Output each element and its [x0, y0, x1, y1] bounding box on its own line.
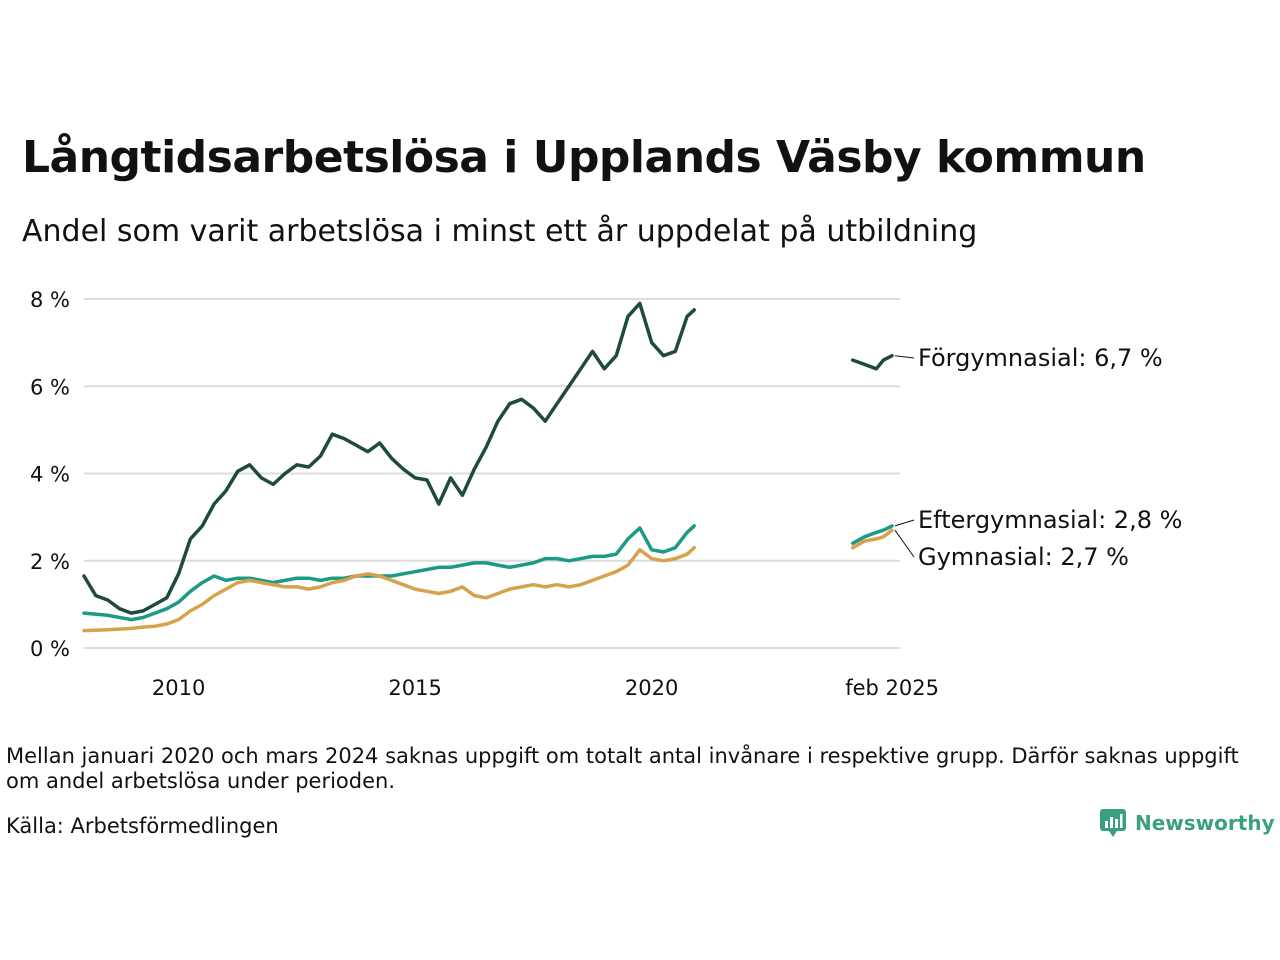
series-end-label: Förgymnasial: 6,7 % — [918, 344, 1163, 372]
brand-name: Newsworthy — [1135, 811, 1275, 835]
y-tick-label: 6 % — [30, 375, 70, 399]
chart-source: Källa: Arbetsförmedlingen — [6, 814, 279, 838]
y-tick-label: 0 % — [30, 637, 70, 661]
series-line-gymnasial — [82, 545, 696, 633]
series-end-label: Gymnasial: 2,7 % — [918, 543, 1129, 571]
y-axis-labels: 0 % 2 % 4 % 6 % 8 % — [30, 288, 70, 661]
grid-lines — [84, 298, 900, 649]
label-leader-line — [894, 355, 915, 359]
series-lines — [82, 301, 894, 633]
x-tick-label: 2010 — [152, 676, 205, 700]
label-leader-line — [894, 529, 915, 558]
label-leader-line — [894, 519, 915, 527]
line-chart: 0 % 2 % 4 % 6 % 8 % 2010 2015 2020 feb 2025 För… — [30, 288, 1182, 700]
y-tick-label: 2 % — [30, 550, 70, 574]
chart-footnote: Mellan januari 2020 och mars 2024 saknas… — [6, 744, 1239, 793]
chart-title: Långtidsarbetslösa i Upplands Väsby komm… — [22, 132, 1146, 183]
series-line-eftergymnasial — [850, 524, 894, 546]
chart-subtitle: Andel som varit arbetslösa i minst ett å… — [22, 214, 978, 249]
x-tick-label: feb 2025 — [845, 676, 939, 700]
newsworthy-logo: Newsworthy — [1099, 808, 1275, 838]
newsworthy-logo-icon — [1100, 809, 1126, 837]
x-tick-label: 2015 — [388, 676, 441, 700]
series-end-labels: Förgymnasial: 6,7 % Eftergymnasial: 2,8 %… — [894, 344, 1182, 571]
x-tick-label: 2020 — [625, 676, 678, 700]
series-line-förgymnasial — [850, 353, 894, 371]
series-end-label: Eftergymnasial: 2,8 % — [918, 506, 1182, 534]
y-tick-label: 4 % — [30, 463, 70, 487]
series-line-gymnasial — [850, 528, 894, 550]
series-line-förgymnasial — [82, 301, 696, 615]
y-tick-label: 8 % — [30, 288, 70, 312]
x-axis-labels: 2010 2015 2020 feb 2025 — [152, 676, 939, 700]
series-line-eftergymnasial — [82, 524, 696, 622]
